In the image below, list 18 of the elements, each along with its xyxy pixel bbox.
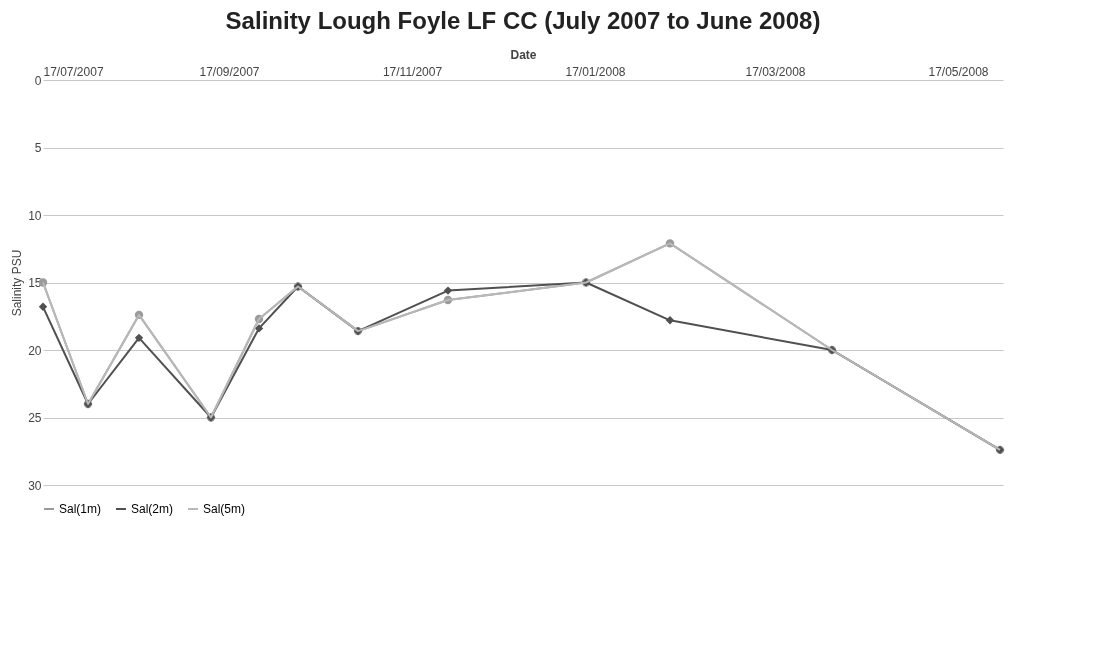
- x-tick-label: 17/09/2007: [199, 64, 260, 79]
- x-axis-title: Date: [510, 47, 537, 62]
- y-tick-label: 20: [28, 343, 42, 358]
- chart-title: Salinity Lough Foyle LF CC (July 2007 to June 2008): [225, 7, 821, 34]
- x-tick-label: 17/01/2008: [565, 64, 626, 79]
- x-tick-label: 17/07/2007: [43, 64, 104, 79]
- x-tick-label: 17/03/2008: [745, 64, 806, 79]
- x-tick-label: 17/05/2008: [928, 64, 989, 79]
- y-tick-label: 25: [28, 411, 42, 425]
- y-tick-label: 30: [28, 478, 42, 493]
- y-axis-title: Salinity PSU: [10, 249, 25, 317]
- x-tick-label: 17/11/2007: [382, 64, 443, 79]
- legend-label: Sal(1m): [59, 502, 102, 516]
- y-tick-label: 0: [34, 73, 42, 88]
- y-tick-label: 5: [34, 141, 42, 155]
- y-tick-label: 10: [28, 208, 42, 223]
- legend-label: Sal(5m): [203, 502, 246, 516]
- legend-label: Sal(2m): [131, 502, 174, 516]
